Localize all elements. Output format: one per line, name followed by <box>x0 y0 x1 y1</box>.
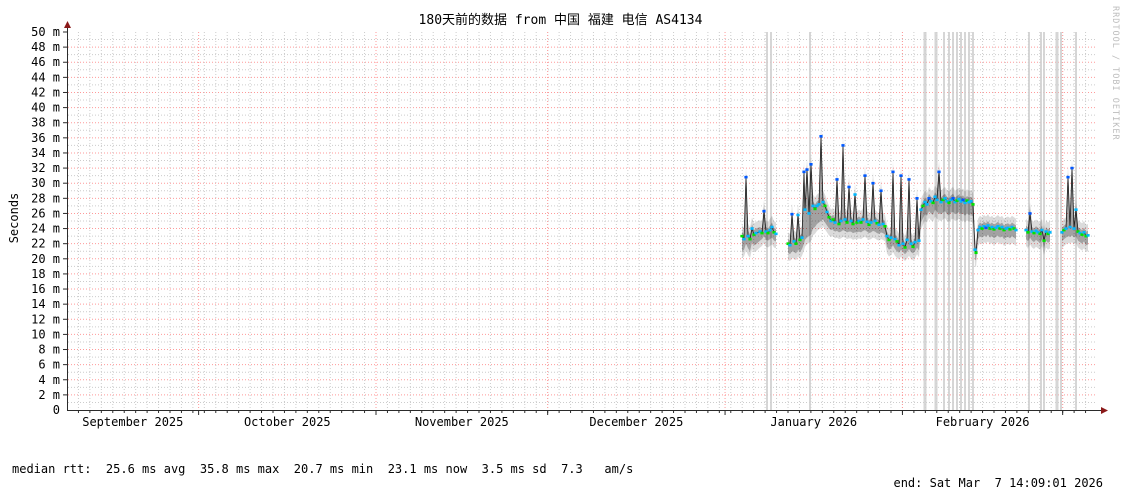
svg-text:40 m: 40 m <box>31 101 60 115</box>
svg-text:10 m: 10 m <box>31 327 60 341</box>
svg-text:32 m: 32 m <box>31 161 60 175</box>
svg-text:6 m: 6 m <box>38 358 60 372</box>
svg-text:46 m: 46 m <box>31 55 60 69</box>
svg-text:0: 0 <box>53 403 60 417</box>
svg-text:34 m: 34 m <box>31 146 60 160</box>
x-axis-month-label: January 2026 <box>770 415 857 429</box>
svg-text:16 m: 16 m <box>31 282 60 296</box>
svg-text:50 m: 50 m <box>31 25 60 39</box>
end-timestamp: end: Sat Mar 7 14:09:01 2026 <box>893 476 1103 490</box>
x-axis-month-label: October 2025 <box>244 415 331 429</box>
svg-text:8 m: 8 m <box>38 343 60 357</box>
median-rtt-label: median rtt: <box>12 462 92 476</box>
rrdtool-watermark: RRDTOOL / TOBI OETIKER <box>1110 6 1120 141</box>
svg-text:24 m: 24 m <box>31 222 60 236</box>
svg-text:14 m: 14 m <box>31 297 60 311</box>
svg-text:38 m: 38 m <box>31 116 60 130</box>
svg-text:12 m: 12 m <box>31 312 60 326</box>
x-axis-month-label: February 2026 <box>936 415 1030 429</box>
latency-chart: 2 m4 m6 m8 m 10 m12 m14 m16 m18 m20 m22 m… <box>31 21 1108 429</box>
median-rtt-line: median rtt: 25.6 ms avg 35.8 ms max 20.7… <box>12 462 633 477</box>
x-axis-month-label: November 2025 <box>415 415 509 429</box>
svg-text:18 m: 18 m <box>31 267 60 281</box>
x-axis-month-label: September 2025 <box>82 415 183 429</box>
x-axis-month-label: December 2025 <box>589 415 683 429</box>
stats-block: median rtt: 25.6 ms avg 35.8 ms max 20.7… <box>12 433 633 494</box>
median-rtt-values: 25.6 ms avg 35.8 ms max 20.7 ms min 23.1… <box>91 462 634 476</box>
chart-title: 180天前的数据 from 中国 福建 电信 AS4134 <box>418 13 703 28</box>
svg-text:30 m: 30 m <box>31 176 60 190</box>
svg-text:48 m: 48 m <box>31 40 60 54</box>
svg-text:2 m: 2 m <box>38 388 60 402</box>
svg-text:44 m: 44 m <box>31 70 60 84</box>
svg-text:4 m: 4 m <box>38 373 60 387</box>
svg-text:26 m: 26 m <box>31 206 60 220</box>
svg-text:42 m: 42 m <box>31 85 60 99</box>
svg-text:28 m: 28 m <box>31 191 60 205</box>
svg-text:36 m: 36 m <box>31 131 60 145</box>
svg-text:22 m: 22 m <box>31 237 60 251</box>
svg-text:20 m: 20 m <box>31 252 60 266</box>
